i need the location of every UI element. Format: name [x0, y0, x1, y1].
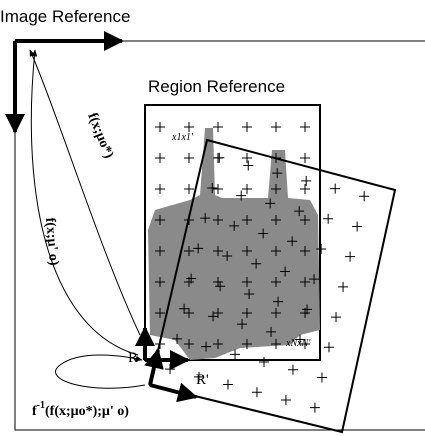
- grid-point: [155, 153, 165, 163]
- x1: x1: [171, 132, 181, 143]
- grid-point: [300, 153, 310, 163]
- r-prime-label: R': [196, 372, 209, 388]
- image-reference-label: Image Reference: [0, 7, 130, 26]
- grid-point: [223, 380, 233, 390]
- grid-point: [242, 153, 252, 163]
- grid-point: [155, 184, 165, 194]
- grid-point: [259, 357, 269, 367]
- grid-point: [184, 184, 194, 194]
- f-opt-label: f(x;μo*): [84, 111, 116, 161]
- r-prime-axis-x: [150, 385, 196, 397]
- grid-point: [271, 122, 281, 132]
- grid-point: [301, 176, 311, 186]
- grid-point: [242, 122, 252, 132]
- grid-point: [155, 339, 165, 349]
- grid-point: [331, 312, 341, 322]
- grid-point: [214, 153, 224, 163]
- xn-prime: xN': [296, 338, 311, 349]
- grid-point: [300, 184, 310, 194]
- x1-label: x1x1': [171, 132, 194, 143]
- grid-point: [184, 122, 194, 132]
- curve-f-opt: [30, 50, 140, 335]
- grid-point: [155, 122, 165, 132]
- grid-point: [252, 387, 262, 397]
- grid-point: [243, 160, 253, 170]
- grid-point: [345, 252, 355, 262]
- grid-point: [352, 221, 362, 231]
- grid-point: [165, 364, 175, 374]
- inverse-arg: (f(x;μo*);μ' o): [45, 404, 129, 419]
- grid-point: [359, 191, 369, 201]
- grid-point: [184, 153, 194, 163]
- region-reference-label: Region Reference: [148, 77, 285, 96]
- grid-point: [310, 403, 320, 413]
- grid-point: [242, 184, 252, 194]
- grid-point: [330, 184, 340, 194]
- x1-prime: x1': [180, 132, 193, 143]
- grid-point: [213, 122, 223, 132]
- curve-f-prime: [31, 50, 138, 355]
- grid-point: [338, 282, 348, 292]
- grid-point: [300, 122, 310, 132]
- grid-point: [323, 214, 333, 224]
- r-prime-axis-y: [150, 350, 158, 385]
- diagram: Image Reference Region Reference R R' f(…: [0, 0, 425, 436]
- grid-point: [324, 342, 334, 352]
- inverse-exp: -1: [37, 400, 45, 411]
- f-prime-label: f(x;μ' o): [42, 217, 61, 266]
- grid-point: [288, 365, 298, 375]
- xn-label: xNxN': [285, 338, 311, 349]
- grid-point: [317, 372, 327, 382]
- grid-point: [281, 395, 291, 405]
- inverse-label: f-1(f(x;μo*);μ' o): [32, 400, 129, 419]
